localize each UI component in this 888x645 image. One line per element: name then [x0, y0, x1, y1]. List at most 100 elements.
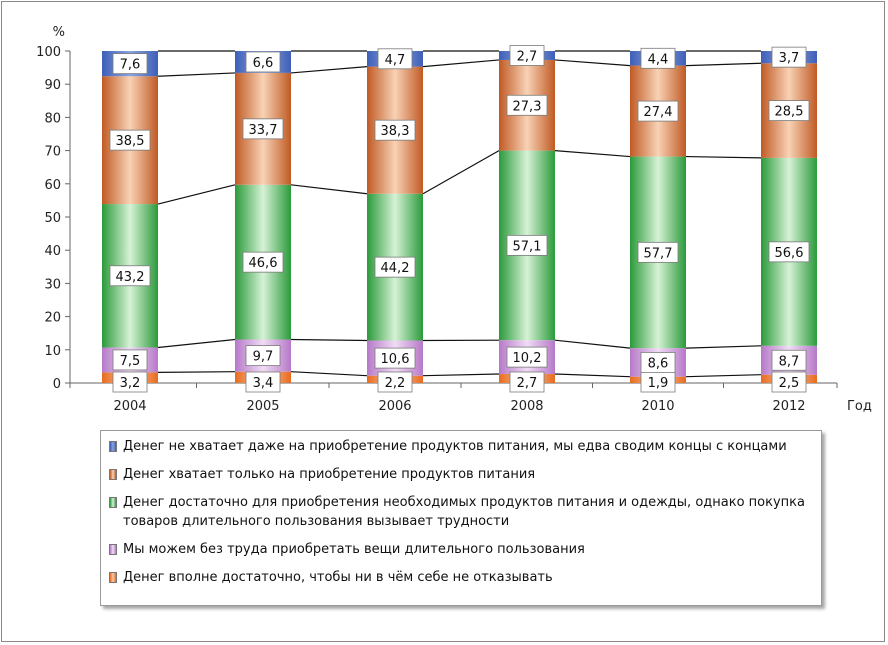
y-tick-label: 70	[44, 145, 61, 160]
data-label: 2,7	[517, 376, 538, 391]
series-connector-line	[554, 150, 631, 158]
data-label-box	[637, 100, 679, 122]
data-label-box	[506, 346, 548, 368]
data-label-box	[112, 371, 148, 393]
data-label: 56,6	[775, 246, 804, 261]
series-connector-line	[157, 72, 236, 77]
data-label-box	[509, 371, 545, 393]
y-tick-label: 0	[53, 377, 61, 392]
data-label: 3,4	[253, 376, 274, 391]
data-label-box	[640, 47, 676, 69]
series-connector-line	[157, 338, 236, 349]
y-axis-label: %	[53, 25, 65, 40]
legend-item: Денег вполне достаточно, чтобы ни в чём …	[109, 568, 813, 587]
y-tick-label: 60	[44, 178, 61, 193]
data-label-box	[640, 352, 676, 373]
data-label-box	[506, 234, 548, 256]
data-label: 57,7	[644, 246, 673, 261]
x-tick-label: 2010	[641, 399, 674, 414]
series-connector-line	[290, 338, 368, 342]
data-label-box	[771, 371, 807, 393]
x-axis-label: Год	[847, 399, 872, 414]
legend-label: Денег не хватает даже на приобретение пр…	[123, 439, 787, 454]
data-label-box	[245, 51, 281, 73]
data-label: 4,7	[385, 53, 406, 68]
series-connector-line	[290, 371, 368, 377]
series-connector-line	[290, 184, 368, 195]
data-label-box	[242, 118, 284, 140]
legend-label: Мы можем без труда приобретать вещи длит…	[123, 542, 585, 557]
series-connector-line	[157, 371, 236, 373]
data-label-box	[242, 251, 284, 273]
series-connector-line	[554, 339, 631, 349]
series-connector-line	[554, 59, 631, 67]
legend-label: Денег хватает только на приобретение про…	[123, 467, 536, 482]
data-label-box	[637, 241, 679, 263]
legend-label: Денег вполне достаточно, чтобы ни в чём …	[123, 570, 553, 585]
y-tick-label: 90	[44, 78, 61, 93]
series-connector-line	[685, 345, 762, 349]
data-label: 3,2	[120, 376, 141, 391]
data-label: 38,3	[381, 124, 410, 139]
legend-swatch	[109, 441, 117, 452]
data-label: 38,5	[116, 134, 145, 149]
x-tick-label: 2005	[246, 399, 279, 414]
data-label-box	[245, 345, 281, 367]
data-label: 46,6	[249, 256, 278, 271]
data-label: 9,7	[253, 350, 274, 365]
series-connector-line	[422, 373, 500, 377]
data-label-box	[112, 349, 148, 371]
data-label: 7,5	[120, 354, 141, 369]
legend-item: Денег хватает только на приобретение про…	[109, 465, 813, 484]
series-connector-line	[422, 150, 500, 195]
x-tick-label: 2006	[378, 399, 411, 414]
data-label: 8,6	[648, 356, 669, 371]
y-tick-label: 100	[36, 45, 61, 60]
chart-legend: Денег не хватает даже на приобретение пр…	[100, 430, 822, 606]
y-tick-label: 50	[44, 211, 61, 226]
data-label-box	[112, 53, 148, 75]
x-tick-label: 2008	[510, 399, 543, 414]
data-label: 28,5	[775, 105, 804, 120]
data-label-box	[771, 349, 807, 371]
data-label: 57,1	[513, 239, 542, 254]
data-label: 27,4	[644, 105, 673, 120]
data-label-box	[109, 265, 151, 287]
data-label: 2,7	[517, 49, 538, 64]
data-label-box	[377, 371, 413, 393]
data-label: 27,3	[513, 99, 542, 114]
series-connector-line	[422, 59, 500, 68]
data-label: 6,6	[253, 56, 274, 71]
legend-item: Мы можем без труда приобретать вещи длит…	[109, 540, 813, 559]
series-connector-line	[554, 373, 631, 378]
y-tick-label: 40	[44, 244, 61, 259]
data-label: 2,5	[779, 376, 800, 391]
legend-swatch	[109, 497, 117, 508]
legend-swatch	[109, 544, 117, 555]
series-connector-line	[685, 374, 762, 378]
data-label: 7,6	[120, 58, 141, 73]
series-connector-line	[157, 184, 236, 205]
series-connector-line	[685, 62, 762, 67]
legend-item: Денег достаточно для приобретения необхо…	[109, 493, 813, 531]
data-label-box	[509, 45, 545, 66]
data-label-box	[768, 241, 810, 263]
legend-item: Денег не хватает даже на приобретение пр…	[109, 437, 813, 456]
series-connector-line	[685, 155, 762, 159]
data-label: 10,2	[513, 351, 542, 366]
data-label-box	[374, 119, 416, 141]
data-label: 2,2	[385, 376, 406, 391]
data-label: 43,2	[116, 270, 145, 285]
legend-label: Денег достаточно для приобретения необхо…	[123, 495, 805, 529]
data-label-box	[245, 371, 281, 393]
data-label: 4,4	[648, 52, 669, 67]
data-label-box	[374, 347, 416, 369]
data-label-box	[109, 129, 151, 151]
data-label-box	[506, 94, 548, 116]
series-connector-line	[290, 66, 368, 74]
data-label: 33,7	[249, 123, 278, 138]
legend-swatch	[109, 572, 117, 583]
x-tick-label: 2004	[113, 399, 146, 414]
x-tick-label: 2012	[772, 399, 805, 414]
